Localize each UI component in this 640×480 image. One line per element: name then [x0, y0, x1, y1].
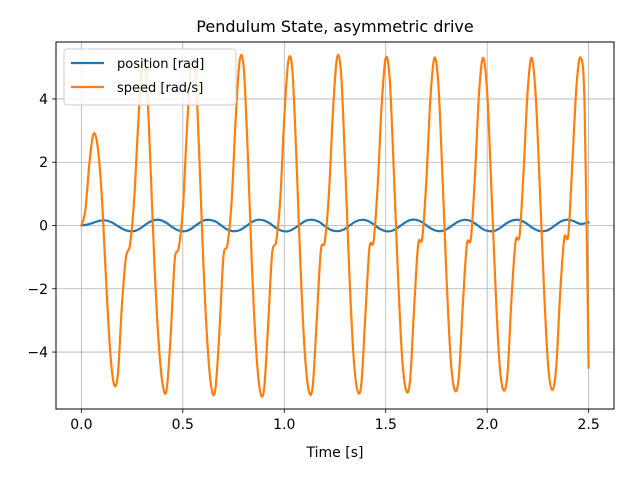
x-tick-label: 1.0	[273, 417, 295, 433]
chart-title: Pendulum State, asymmetric drive	[196, 17, 473, 36]
legend-box	[63, 48, 237, 106]
y-tick-label: −4	[27, 345, 48, 361]
x-tick-label: 2.0	[476, 417, 498, 433]
y-tick-label: 0	[39, 219, 48, 235]
x-tick-label: 0.5	[172, 417, 194, 433]
x-axis-title: Time [s]	[306, 445, 364, 461]
y-tick-label: −2	[27, 282, 48, 298]
legend-label: speed [rad/s]	[117, 81, 203, 96]
y-tick-label: 4	[39, 92, 48, 108]
series-line-0	[80, 218, 590, 233]
ticks: 0.0 0.5 1.0 1.5 2.0 2.5 −4 −2 0 2 4	[27, 92, 599, 433]
x-tick-label: 1.5	[375, 417, 397, 433]
x-tick-label: 0.0	[70, 417, 92, 433]
series-group	[80, 53, 590, 398]
series-line-1	[80, 53, 590, 398]
legend: position [rad] speed [rad/s]	[63, 48, 237, 106]
legend-label: position [rad]	[117, 57, 204, 72]
y-tick-label: 2	[39, 155, 48, 171]
x-tick-label: 2.5	[578, 417, 600, 433]
